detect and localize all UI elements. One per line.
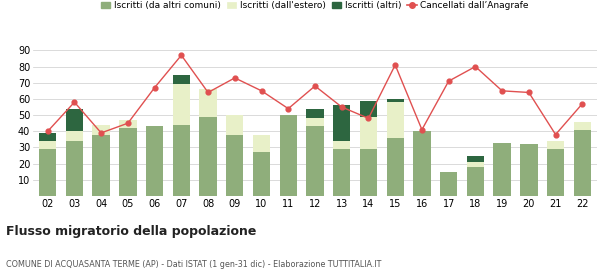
Bar [173, 125, 190, 196]
Bar [253, 134, 270, 152]
Bar [119, 120, 137, 128]
Bar [440, 172, 457, 196]
Bar [467, 162, 484, 167]
Point [364, 116, 373, 121]
Bar [39, 133, 56, 141]
Point [230, 76, 239, 80]
Point [470, 64, 480, 69]
Bar [547, 141, 564, 149]
Bar [66, 141, 83, 196]
Bar [199, 117, 217, 196]
Bar [199, 89, 217, 117]
Bar [66, 131, 83, 141]
Bar [39, 141, 56, 149]
Text: COMUNE DI ACQUASANTA TERME (AP) - Dati ISTAT (1 gen-31 dic) - Elaborazione TUTTI: COMUNE DI ACQUASANTA TERME (AP) - Dati I… [6, 260, 382, 269]
Legend: Iscritti (da altri comuni), Iscritti (dall'estero), Iscritti (altri), Cancellati: Iscritti (da altri comuni), Iscritti (da… [98, 0, 532, 14]
Bar [226, 115, 244, 134]
Bar [413, 131, 431, 196]
Bar [226, 134, 244, 196]
Text: Flusso migratorio della popolazione: Flusso migratorio della popolazione [6, 225, 256, 238]
Bar [92, 125, 110, 134]
Bar [360, 101, 377, 117]
Point [203, 90, 213, 95]
Point [43, 129, 53, 134]
Bar [386, 102, 404, 138]
Point [391, 63, 400, 67]
Bar [574, 130, 591, 196]
Bar [360, 117, 377, 149]
Bar [360, 149, 377, 196]
Point [417, 127, 427, 132]
Bar [386, 138, 404, 196]
Bar [146, 127, 163, 196]
Bar [333, 105, 350, 141]
Point [283, 106, 293, 111]
Bar [333, 141, 350, 149]
Point [123, 121, 133, 125]
Bar [253, 152, 270, 196]
Point [150, 85, 160, 90]
Point [524, 90, 533, 95]
Point [551, 132, 560, 137]
Bar [467, 156, 484, 162]
Point [444, 79, 454, 83]
Bar [92, 134, 110, 196]
Bar [333, 149, 350, 196]
Point [497, 88, 507, 93]
Bar [547, 149, 564, 196]
Bar [173, 75, 190, 84]
Point [70, 100, 79, 104]
Bar [386, 99, 404, 102]
Bar [307, 127, 323, 196]
Bar [307, 109, 323, 118]
Bar [280, 115, 297, 196]
Bar [119, 128, 137, 196]
Point [97, 131, 106, 135]
Point [337, 105, 347, 109]
Bar [39, 149, 56, 196]
Bar [520, 144, 538, 196]
Bar [173, 84, 190, 125]
Point [257, 88, 266, 93]
Point [310, 84, 320, 88]
Bar [66, 109, 83, 131]
Point [577, 102, 587, 106]
Point [176, 53, 186, 57]
Bar [493, 143, 511, 196]
Bar [307, 118, 323, 127]
Bar [467, 167, 484, 196]
Bar [574, 122, 591, 130]
